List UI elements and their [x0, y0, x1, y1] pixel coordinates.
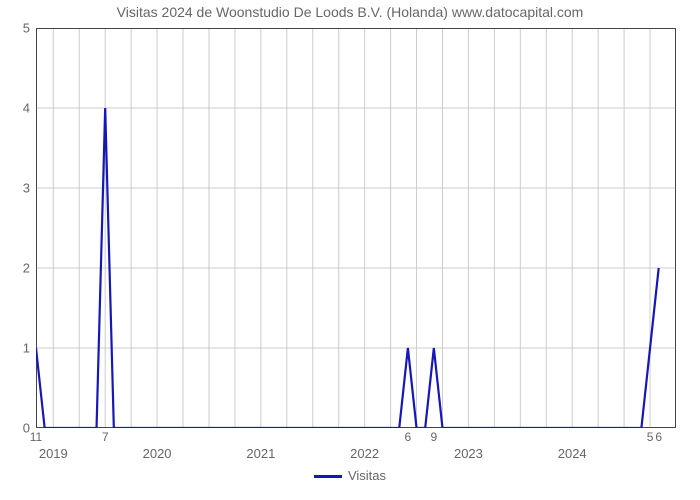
- chart-svg: [36, 28, 676, 428]
- x-year-label: 2023: [454, 446, 483, 461]
- chart-container: Visitas 2024 de Woonstudio De Loods B.V.…: [0, 0, 700, 500]
- x-bottom-label: 5: [647, 430, 654, 444]
- x-bottom-label: 11: [30, 430, 42, 444]
- x-year-label: 2024: [558, 446, 587, 461]
- chart-title: Visitas 2024 de Woonstudio De Loods B.V.…: [0, 4, 700, 20]
- x-bottom-label: 6: [655, 430, 662, 444]
- legend-swatch: [314, 475, 342, 478]
- y-tick-label: 1: [2, 341, 30, 356]
- y-tick-label: 2: [2, 261, 30, 276]
- x-bottom-label: 9: [430, 430, 437, 444]
- x-year-label: 2022: [350, 446, 379, 461]
- y-tick-label: 3: [2, 181, 30, 196]
- y-tick-label: 0: [2, 421, 30, 436]
- x-year-label: 2021: [246, 446, 275, 461]
- x-bottom-label: 7: [102, 430, 109, 444]
- legend: Visitas: [0, 468, 700, 483]
- x-year-label: 2020: [143, 446, 172, 461]
- legend-label: Visitas: [348, 468, 386, 483]
- x-year-label: 2019: [39, 446, 68, 461]
- y-tick-label: 5: [2, 21, 30, 36]
- plot-area: [36, 28, 676, 433]
- y-tick-label: 4: [2, 101, 30, 116]
- x-bottom-label: 6: [405, 430, 412, 444]
